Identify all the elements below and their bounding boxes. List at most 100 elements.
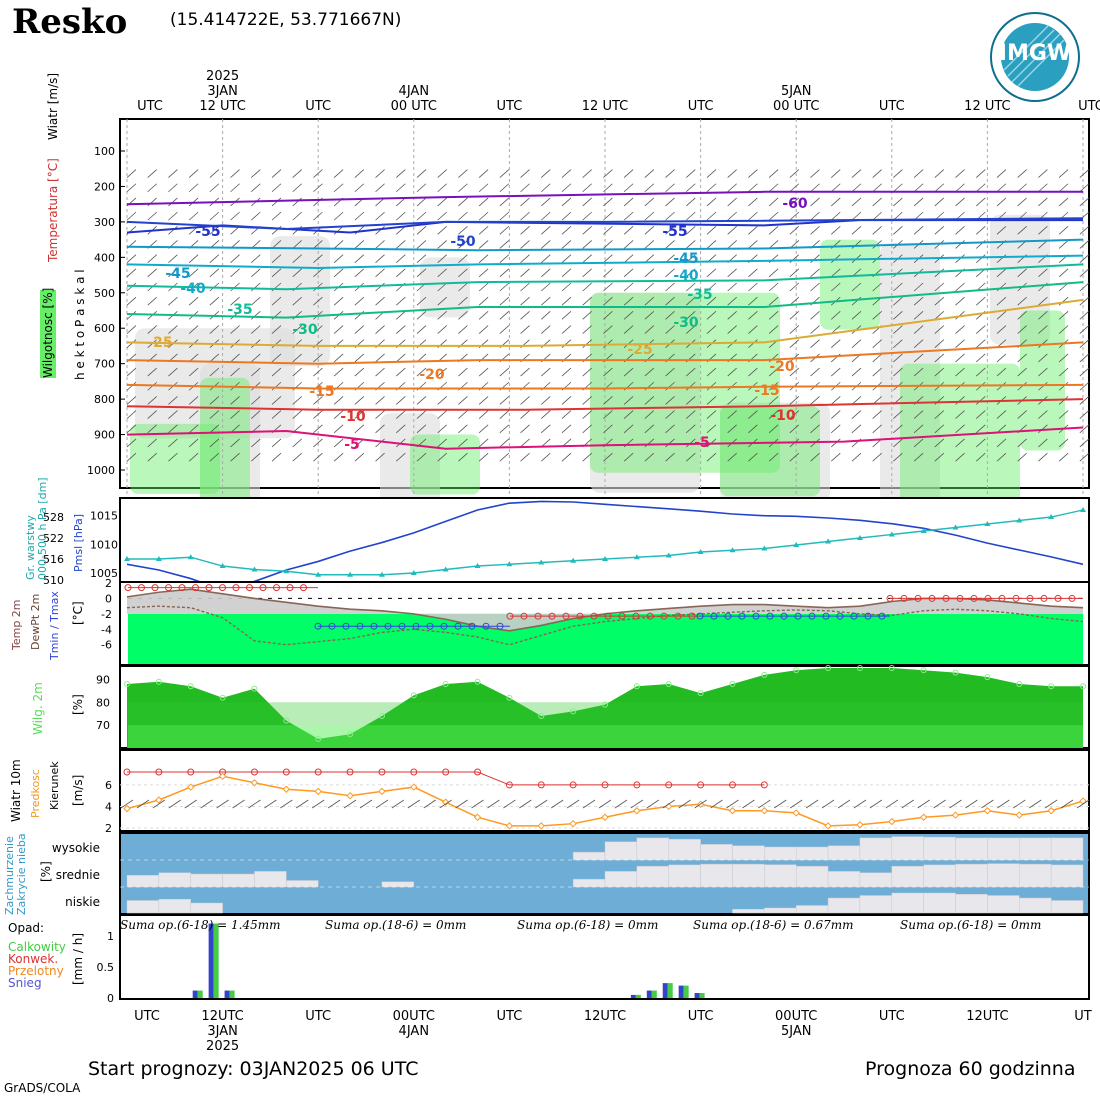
wind-barb xyxy=(623,311,634,320)
wind-barb xyxy=(1038,197,1048,207)
wind-direction-barb xyxy=(423,799,436,809)
wind-barb xyxy=(685,424,696,434)
precip-tick: 0 xyxy=(107,992,114,1005)
wind-barb xyxy=(230,367,240,377)
bottom-date-label: 5JAN xyxy=(781,1024,812,1039)
rh-tick: 80 xyxy=(96,696,110,709)
cloud-label-1: Zachmurzenie xyxy=(3,836,16,915)
wind-barb xyxy=(706,183,717,193)
rh-marker xyxy=(825,665,832,671)
wind-barb xyxy=(789,225,800,235)
rh-tick: 70 xyxy=(96,719,110,732)
wind-barb xyxy=(665,452,675,462)
wind-barb xyxy=(810,311,820,320)
rh-marker xyxy=(538,713,545,719)
rh-marker xyxy=(570,708,577,715)
geopotential-label-2: 000-500 h Pa [dm] xyxy=(36,477,49,580)
wind-barb xyxy=(623,211,634,221)
cloud-bar xyxy=(859,895,893,914)
wind-barb xyxy=(499,240,510,249)
wind-barb xyxy=(126,410,137,419)
wind-barb xyxy=(768,311,779,320)
gust-line xyxy=(127,771,765,786)
rh-marker xyxy=(856,665,863,671)
geopotential-marker xyxy=(888,531,895,537)
precip-total-bar xyxy=(699,993,705,998)
wind-barb xyxy=(644,325,655,334)
wind-barb xyxy=(168,268,178,278)
rh-band xyxy=(128,725,1083,748)
wind-direction-barb xyxy=(598,799,612,809)
wind-direction-barb xyxy=(1076,799,1090,809)
precip-snow-bar xyxy=(192,990,198,998)
wind-barb xyxy=(685,367,696,377)
wind-barb xyxy=(251,296,261,306)
wind-barb xyxy=(458,325,468,334)
wind-barb xyxy=(147,396,157,405)
wind-barb xyxy=(582,311,592,320)
wind-barb xyxy=(685,211,696,221)
wind-speed-label: Predkosc xyxy=(29,769,42,818)
wind-barb xyxy=(665,367,675,377)
pressure-level-label: 300 xyxy=(94,216,115,229)
wind-barb xyxy=(478,183,489,193)
wind-barb xyxy=(872,339,882,349)
wind-barb xyxy=(561,282,572,292)
wind-barb xyxy=(789,183,800,193)
wind-barb xyxy=(893,424,903,434)
bottom-time-label: UTC xyxy=(497,1009,523,1024)
wind-barb xyxy=(188,396,199,405)
wind-barb xyxy=(168,325,178,334)
wind-barb xyxy=(851,410,862,419)
wind-barb xyxy=(748,183,758,193)
wind-barb xyxy=(1038,183,1048,193)
wind-direction-barb xyxy=(120,799,134,809)
wind-barb xyxy=(934,225,945,235)
wind-direction-barb xyxy=(694,799,707,809)
wind-barb xyxy=(872,282,882,292)
wind-barb xyxy=(499,296,510,306)
wind-direction-barb xyxy=(280,799,293,809)
wind-barb xyxy=(623,410,634,419)
wind-barb xyxy=(458,452,468,462)
wind-barb xyxy=(292,367,302,377)
rh-unit-label: [%] xyxy=(71,694,85,715)
wind-barb xyxy=(872,183,882,193)
wind-barb xyxy=(292,452,302,462)
wind-barb xyxy=(1038,240,1048,249)
temp-area xyxy=(127,589,1083,631)
wind-barb xyxy=(851,452,862,462)
wind-barb xyxy=(1038,169,1048,178)
wind-barb xyxy=(313,396,323,405)
wind-barb xyxy=(520,211,530,221)
top-time-label: UTC xyxy=(688,99,714,114)
wind-speed-marker xyxy=(1015,811,1023,819)
wind-barb xyxy=(851,367,862,377)
wind-direction-barb xyxy=(646,799,660,809)
wind-barb xyxy=(644,225,655,235)
cloud-bar xyxy=(126,875,160,888)
wind-barb xyxy=(230,410,240,419)
cloud-bar xyxy=(286,880,319,888)
humidity-green-area xyxy=(410,434,480,495)
wind-barb xyxy=(147,367,157,377)
wind-barb xyxy=(541,240,551,249)
wind-barb xyxy=(748,282,758,292)
wind-barb xyxy=(168,254,178,263)
wind-speed-marker xyxy=(441,798,450,806)
wind-barb xyxy=(292,325,302,334)
wind-barb xyxy=(913,339,924,349)
wind-barb xyxy=(768,211,779,221)
isotherm-line xyxy=(126,238,1084,252)
wind-speed-marker xyxy=(856,821,864,829)
cloud-bar xyxy=(732,909,765,914)
wind-barb xyxy=(1058,240,1069,249)
bottom-time-label: 12UTC xyxy=(966,1009,1008,1024)
wind-barb xyxy=(975,410,986,419)
wind-barb xyxy=(251,410,261,419)
isotherm-label: -10 xyxy=(340,409,366,425)
wind-barb xyxy=(396,211,406,221)
precip-sum: Suma op.(6-18) = 1.45mm xyxy=(120,918,281,932)
wind-barb xyxy=(996,311,1007,320)
wind-barb xyxy=(416,410,427,419)
